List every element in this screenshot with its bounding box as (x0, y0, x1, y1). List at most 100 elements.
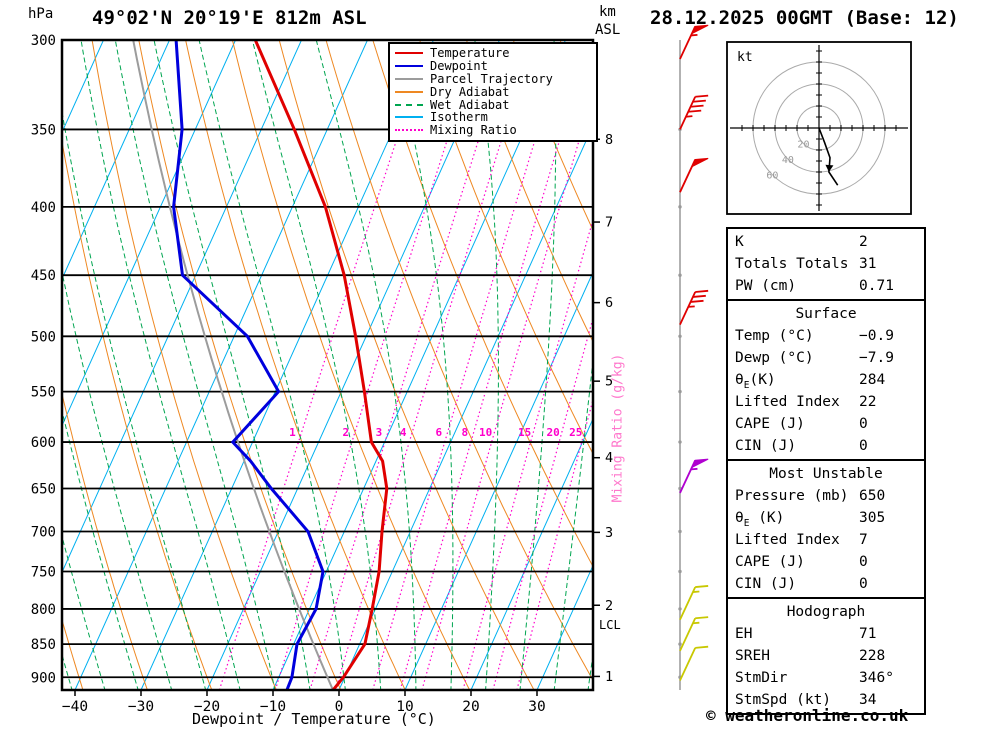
table-row-value: 0 (859, 554, 868, 570)
parcel-trajectory-line-swatch (395, 77, 423, 80)
table-row-value: 346° (859, 670, 894, 686)
pressure-tick-label: 450 (31, 268, 56, 284)
isotherm-lines (62, 40, 593, 690)
table-row-label: StmSpd (kt) (735, 692, 832, 708)
mixing-ratio-line-swatch (395, 129, 423, 132)
table-row-label: Dewp (°C) (735, 350, 814, 366)
legend-row: Temperature (395, 47, 596, 60)
table-row-value: −7.9 (859, 350, 894, 366)
legend-label: Mixing Ratio (430, 123, 517, 138)
temperature-line-swatch (395, 52, 423, 55)
legend-row: Isotherm (395, 111, 596, 124)
mixing-ratio-value-label: 1 (289, 426, 296, 439)
table-row-value: 34 (859, 692, 877, 708)
table-section-header: Most Unstable (769, 466, 883, 482)
legend-row: Parcel Trajectory (395, 73, 596, 86)
table-row-value: −0.9 (859, 328, 894, 344)
height-tick-label: 1 (605, 669, 613, 685)
temperature-tick-label: 0 (335, 699, 344, 715)
table-section: K 2 Totals Totals 31 PW (cm) 0.71 (726, 227, 926, 301)
table-row: Pressure (mb) 650 (728, 485, 924, 507)
wind-barb (679, 616, 709, 652)
x-axis-label: Dewpoint / Temperature (°C) (192, 710, 436, 728)
table-row-value: 2 (859, 234, 868, 250)
temperature-tick-label: 20 (462, 699, 479, 715)
pressure-gridlines (62, 39, 593, 679)
table-section: Hodograph EH 71 SREH 228 StmDir 346° StmSpd (kt… (726, 597, 926, 715)
height-tick-labels: 1 2 3 4 5 6 7 8 (593, 132, 613, 685)
table-row: PW (cm) 0.71 (728, 275, 924, 297)
wind-barb (679, 24, 709, 60)
hodograph-ring-label: 40 (782, 155, 794, 166)
pressure-tick-labels: 300 350 400 450 500 550 600 650 700 750 800 850 900 (31, 33, 56, 686)
pressure-unit-label: hPa (28, 6, 54, 22)
wind-barb (679, 94, 709, 130)
table-row-label: SREH (735, 648, 770, 664)
table-row-value: 7 (859, 532, 868, 548)
table-row: StmDir 346° (728, 667, 924, 689)
pressure-tick-label: 400 (31, 200, 56, 216)
table-row-label: Temp (°C) (735, 328, 814, 344)
isotherm-line-swatch (395, 116, 423, 119)
table-row-label: Totals Totals (735, 256, 849, 272)
mixing-ratio-value-label: 8 (462, 426, 469, 439)
legend-label: Dewpoint (430, 59, 488, 74)
table-row-value: 0 (859, 576, 868, 592)
pressure-tick-label: 800 (31, 602, 56, 618)
table-row-value: 71 (859, 626, 877, 642)
table-row-value: 0.71 (859, 278, 894, 294)
mixing-ratio-value-label: 2 (343, 426, 350, 439)
height-tick-label: 6 (605, 295, 613, 311)
temperature-tick-label: −10 (260, 699, 286, 715)
pressure-tick-label: 850 (31, 637, 56, 653)
parcel-trajectory-curve (132, 40, 334, 690)
table-row-label: EH (735, 626, 753, 642)
height-tick-label: 4 (605, 450, 613, 466)
table-row-value: 22 (859, 394, 877, 410)
table-row: Lifted Index 22 (728, 391, 924, 413)
table-section: Surface Temp (°C) −0.9 Dewp (°C) −7.9 θE(K) 28… (726, 299, 926, 461)
mixing-ratio-value-labels: 1 2 3 4 6 8 10 15 20 25 (289, 426, 582, 439)
indices-table: K 2 Totals Totals 31 PW (cm) 0.71 Surface Temp … (726, 227, 926, 715)
mixing-ratio-lines (218, 49, 593, 690)
table-row-label: PW (cm) (735, 278, 797, 294)
pressure-tick-label: 650 (31, 481, 56, 497)
hodograph-ring-label: 60 (766, 171, 778, 182)
table-row: CAPE (J) 0 (728, 413, 924, 435)
pressure-tick-label: 300 (31, 33, 56, 49)
temperature-tick-labels: −40 −30 −20 −10 0 10 20 30 (62, 690, 546, 715)
table-row-value: 305 (859, 510, 886, 526)
pressure-tick-label: 900 (31, 670, 56, 686)
table-row-value: 0 (859, 438, 868, 454)
table-section-header: Hodograph (786, 604, 866, 620)
table-row: CIN (J) 0 (728, 573, 924, 595)
wind-barb (679, 645, 709, 681)
table-row-label: Lifted Index (735, 532, 840, 548)
table-row-value: 0 (859, 416, 868, 432)
height-tick-label: 8 (605, 132, 613, 148)
wind-barb (679, 157, 709, 193)
dewpoint-curve (172, 40, 325, 690)
table-row-value: 284 (859, 372, 886, 388)
legend-label: Isotherm (430, 110, 488, 125)
pressure-tick-label: 600 (31, 435, 56, 451)
hodograph-ring-label: 20 (797, 140, 809, 151)
table-row-label: Pressure (mb) (735, 488, 849, 504)
height-unit-km-label: km (599, 4, 616, 20)
legend-row: Dry Adiabat (395, 85, 596, 98)
table-row-label: CAPE (J) (735, 416, 805, 432)
temperature-tick-label: −30 (128, 699, 154, 715)
table-section-header: Surface (795, 306, 857, 322)
table-row: Lifted Index 7 (728, 529, 924, 551)
temperature-tick-label: −20 (194, 699, 220, 715)
table-row: θE(K) 284 (728, 369, 924, 391)
table-row-value: 31 (859, 256, 877, 272)
dry-adiabat-lines (62, 40, 593, 690)
mixing-ratio-value-label: 4 (400, 426, 407, 439)
legend-label: Parcel Trajectory (430, 71, 553, 86)
temperature-tick-label: 30 (528, 699, 545, 715)
mixing-ratio-value-label: 20 (546, 426, 559, 439)
